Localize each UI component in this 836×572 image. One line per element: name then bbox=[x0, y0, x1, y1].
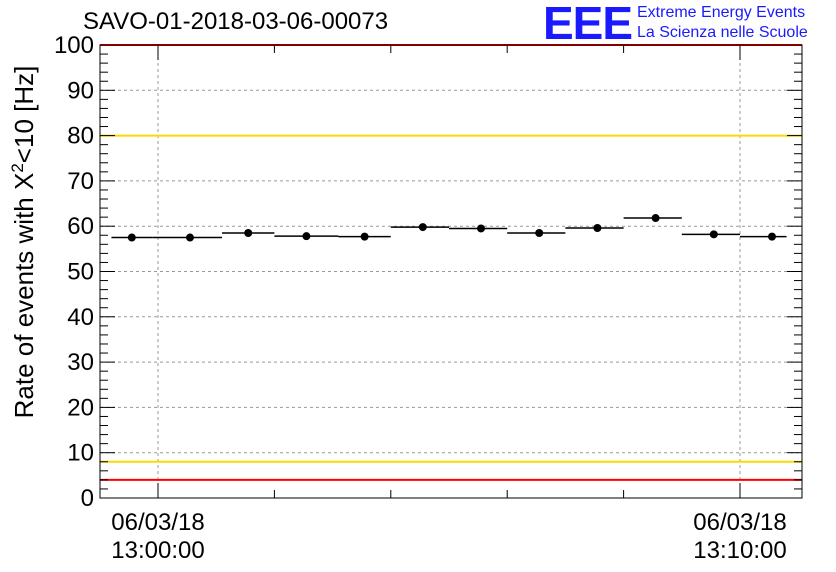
y-tick-label: 100 bbox=[54, 32, 94, 59]
y-tick-label: 20 bbox=[67, 394, 94, 421]
data-point bbox=[302, 232, 311, 241]
y-axis-label: Rate of events with X2<10 [Hz] bbox=[8, 66, 39, 419]
chart-title: SAVO-01-2018-03-06-00073 bbox=[83, 8, 389, 35]
data-point bbox=[709, 230, 718, 239]
logo-subtitle-line1: Extreme Energy Events bbox=[637, 4, 806, 21]
y-tick-label: 90 bbox=[67, 77, 94, 104]
data-point bbox=[593, 224, 602, 233]
axis-labels: 010203040506070809010006/03/1813:00:0006… bbox=[54, 32, 787, 564]
y-tick-label: 30 bbox=[67, 349, 94, 376]
data-point bbox=[535, 228, 544, 237]
data-point bbox=[186, 233, 195, 242]
grid-layer bbox=[100, 45, 802, 498]
data-point bbox=[651, 214, 660, 223]
y-tick-label: 0 bbox=[81, 485, 94, 512]
y-tick-label: 60 bbox=[67, 213, 94, 240]
plot-frame bbox=[99, 44, 803, 499]
data-point bbox=[244, 228, 253, 237]
x-tick-time-label: 13:10:00 bbox=[693, 537, 786, 564]
data-point bbox=[360, 232, 369, 241]
data-points bbox=[111, 214, 787, 242]
data-point bbox=[477, 224, 486, 233]
x-tick-time-label: 13:00:00 bbox=[111, 537, 204, 564]
x-tick-date-label: 06/03/18 bbox=[111, 509, 204, 536]
y-tick-label: 10 bbox=[67, 440, 94, 467]
x-tick-date-label: 06/03/18 bbox=[693, 509, 786, 536]
y-tick-label: 40 bbox=[67, 304, 94, 331]
eee-logo: EEE bbox=[543, 0, 633, 49]
data-point bbox=[127, 233, 136, 242]
y-tick-label: 70 bbox=[67, 168, 94, 195]
data-point bbox=[768, 232, 777, 241]
y-tick-label: 50 bbox=[67, 259, 94, 286]
reference-lines bbox=[100, 44, 802, 481]
logo-subtitle-line2: La Scienza nelle Scuole bbox=[637, 24, 808, 41]
y-tick-label: 80 bbox=[67, 123, 94, 150]
data-point bbox=[418, 223, 427, 232]
